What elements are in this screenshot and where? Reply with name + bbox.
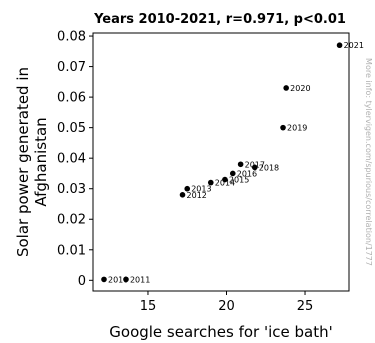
data-point-2015 — [222, 176, 228, 183]
data-point-label-2011: 2011 — [130, 275, 150, 284]
data-point-2018 — [251, 164, 258, 171]
y-tick-label: 0 — [78, 274, 86, 289]
x-tick-label: 15 — [140, 299, 157, 314]
data-point-label-2015: 2015 — [229, 176, 249, 185]
tick-layer: 15 20 25 0 0.01 0.02 0.03 0.04 0.05 0.06 0.07 0.08 — [57, 30, 313, 314]
data-point-label-2014: 2014 — [215, 179, 235, 188]
y-tick-label: 0.02 — [57, 213, 86, 228]
y-tick-label: 0.01 — [57, 243, 86, 258]
x-tick-label: 20 — [218, 299, 235, 314]
chart-title: Years 2010-2021, r=0.971, p<0.01 — [93, 12, 346, 27]
data-point-2013 — [184, 185, 191, 192]
data-point-label-2012: 2012 — [187, 191, 207, 200]
y-axis-label: Solar power generated in Afghanistan — [14, 67, 50, 257]
points-layer: 2010201120122013201420152016201720182019… — [101, 41, 364, 284]
data-point-2014 — [207, 179, 214, 186]
data-point-2021 — [336, 42, 343, 49]
y-axis-label-line-1: Solar power generated in — [14, 67, 32, 257]
data-point-2010 — [101, 276, 107, 283]
data-point-label-2013: 2013 — [191, 185, 211, 194]
y-tick-label: 0.05 — [57, 121, 86, 136]
y-axis-label-line-2: Afghanistan — [32, 117, 50, 206]
data-point-2020 — [283, 85, 289, 91]
data-point-label-2021: 2021 — [344, 41, 364, 50]
data-point-label-2010: 2010 — [108, 275, 128, 284]
y-tick-label: 0.08 — [57, 30, 86, 45]
data-point-label-2018: 2018 — [259, 163, 279, 172]
data-point-2016 — [229, 170, 236, 177]
data-point-label-2020: 2020 — [290, 84, 310, 93]
data-point-2019 — [280, 124, 286, 131]
watermark-text: More info: tylervigen.com/spurious/corre… — [364, 58, 373, 266]
y-tick-label: 0.06 — [57, 91, 86, 106]
plot-area-frame — [92, 32, 350, 292]
data-point-label-2016: 2016 — [237, 169, 257, 178]
data-point-2011 — [123, 276, 129, 283]
y-tick-label: 0.04 — [57, 152, 86, 167]
data-point-label-2019: 2019 — [287, 124, 307, 133]
y-tick-label: 0.07 — [57, 60, 86, 75]
x-axis-label: Google searches for 'ice bath' — [109, 323, 332, 341]
data-point-2017 — [237, 161, 244, 168]
y-tick-label: 0.03 — [57, 182, 86, 197]
data-point-2012 — [179, 192, 186, 198]
x-tick-label: 25 — [297, 299, 314, 314]
